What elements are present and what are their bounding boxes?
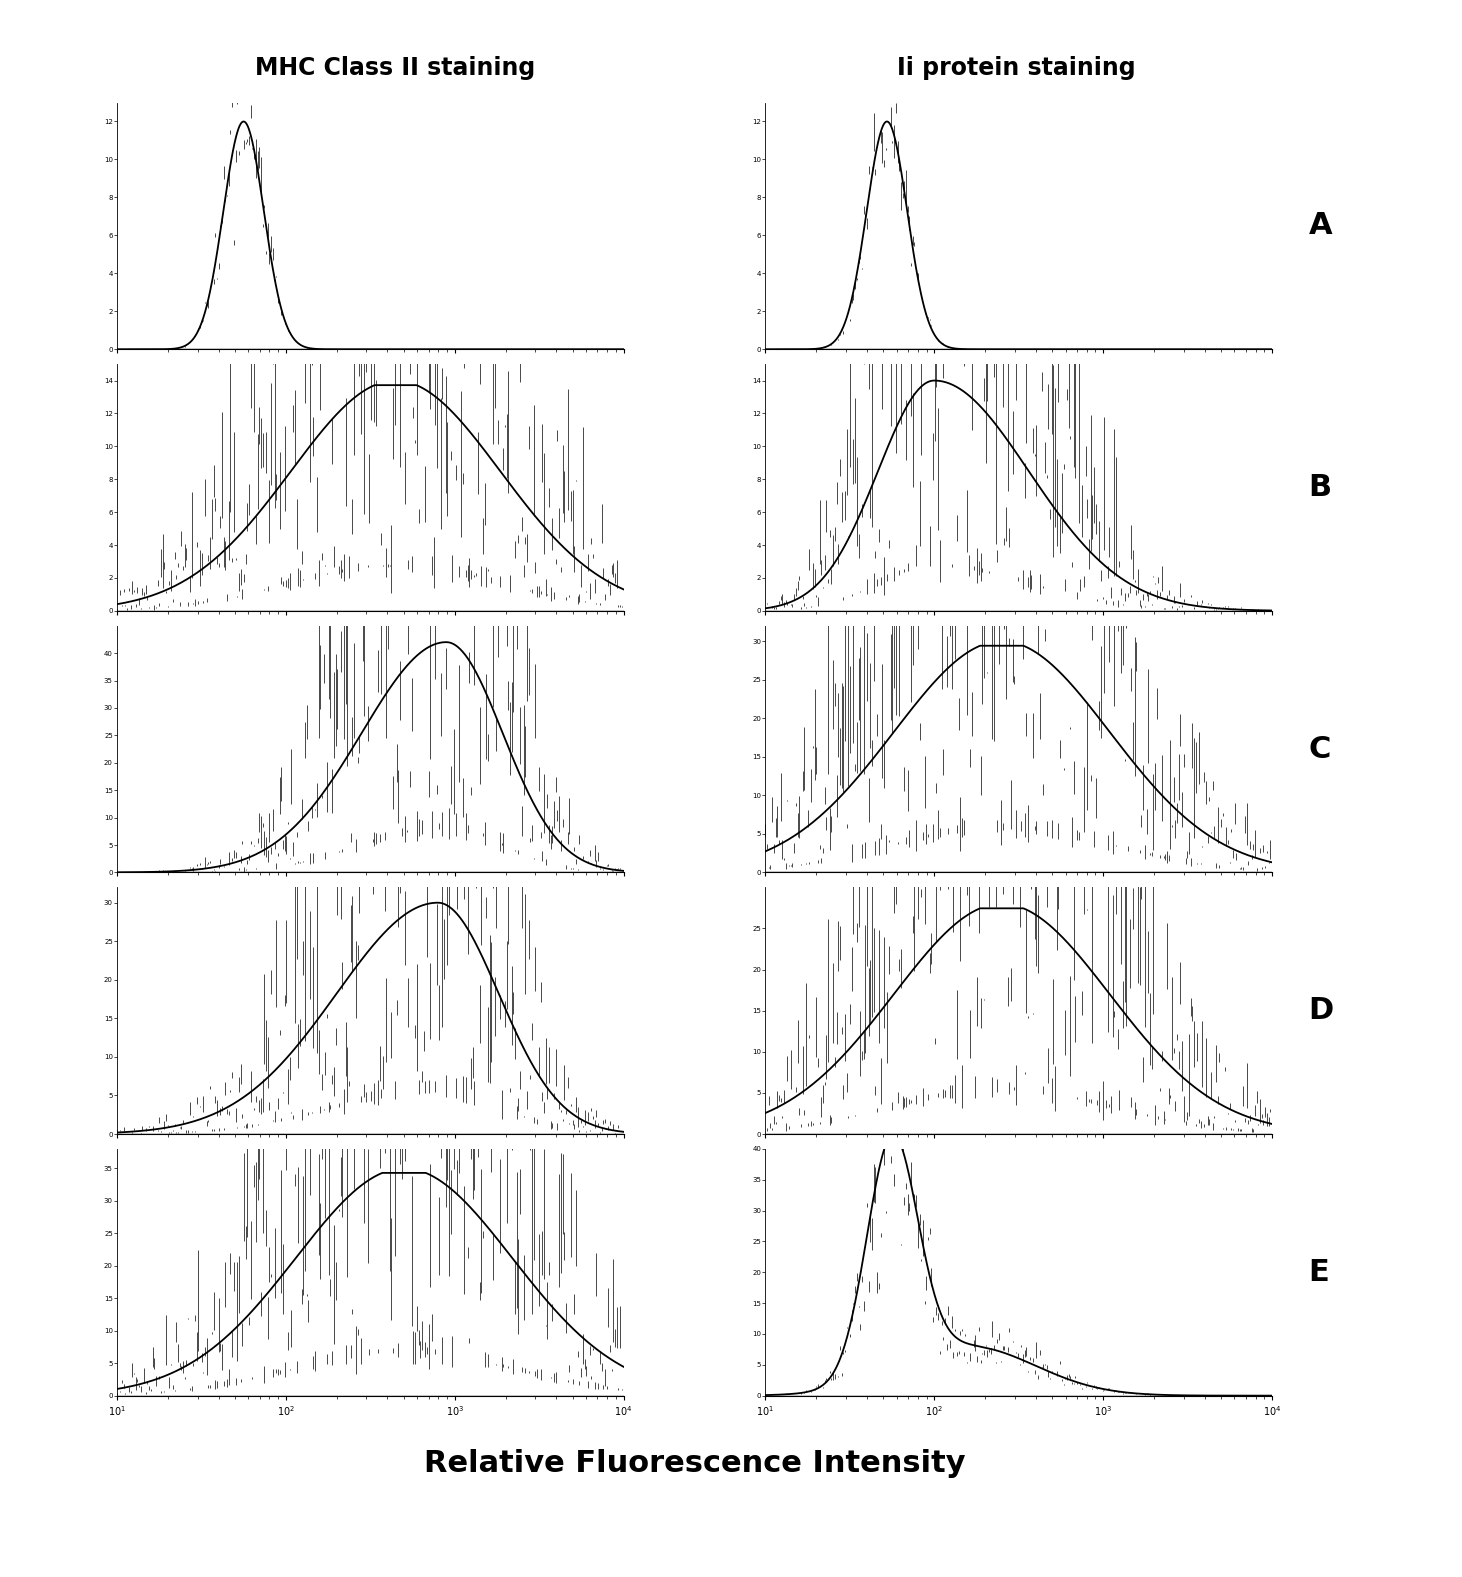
Text: MHC Class II staining: MHC Class II staining bbox=[254, 55, 535, 80]
Text: E: E bbox=[1308, 1258, 1329, 1287]
Text: Ii protein staining: Ii protein staining bbox=[896, 55, 1136, 80]
Text: B: B bbox=[1308, 473, 1332, 501]
Text: C: C bbox=[1308, 735, 1330, 763]
Text: D: D bbox=[1308, 997, 1333, 1025]
Text: A: A bbox=[1308, 211, 1332, 240]
Text: Relative Fluorescence Intensity: Relative Fluorescence Intensity bbox=[424, 1449, 965, 1478]
